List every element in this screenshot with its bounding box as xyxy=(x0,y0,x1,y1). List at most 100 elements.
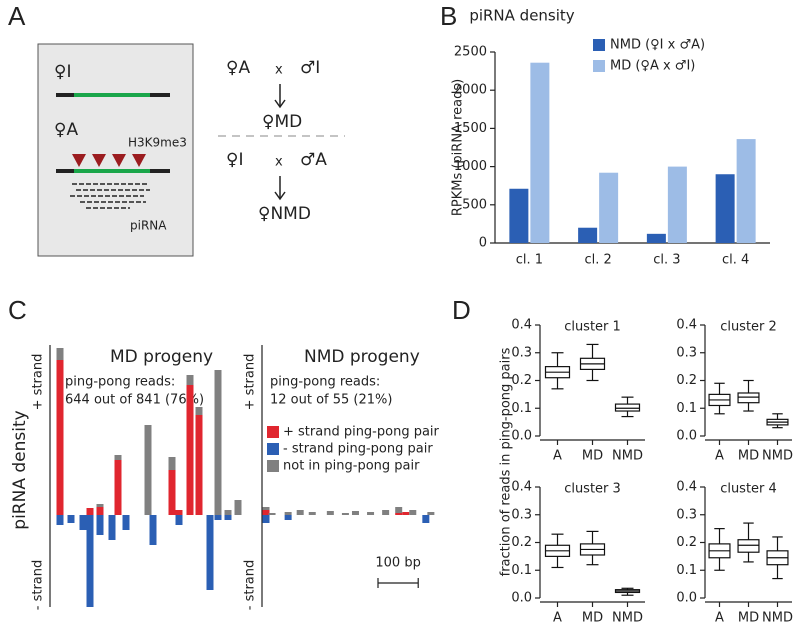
chart-title: NMD progeny xyxy=(304,347,420,367)
read-bar xyxy=(224,515,232,520)
pirna-reads xyxy=(70,183,150,209)
y-tick-label: 0.4 xyxy=(511,480,532,495)
y-tick-label: 0.4 xyxy=(676,480,697,495)
read-bar xyxy=(56,515,64,525)
read-bar xyxy=(195,415,203,515)
panel-label: C xyxy=(8,295,27,325)
y-tick-label: 0.0 xyxy=(511,591,532,606)
read-bar xyxy=(79,515,87,530)
x-tick-label: A xyxy=(715,449,724,464)
legend-label: MD (♀A x ♂I) xyxy=(610,59,695,74)
legend-swatch xyxy=(593,60,605,72)
read-bar xyxy=(144,425,152,515)
arrow-head xyxy=(274,191,286,201)
read-bar xyxy=(341,513,349,515)
read-bar xyxy=(351,511,359,515)
read-bar xyxy=(67,515,75,523)
read-bar xyxy=(114,460,122,515)
read-bar xyxy=(56,348,64,360)
read-bar xyxy=(395,513,403,515)
read-bar xyxy=(96,504,104,507)
panel-label: D xyxy=(452,295,471,325)
x-tick-label: cl. 2 xyxy=(584,253,611,268)
read-bar xyxy=(149,515,157,545)
bar xyxy=(667,166,687,243)
y-tick-label: 0.1 xyxy=(676,563,697,578)
read-bar xyxy=(395,507,403,513)
read-bar xyxy=(206,515,214,590)
x-tick-label: MD xyxy=(582,611,603,626)
read-bar xyxy=(114,455,122,460)
cross-female: ♀I xyxy=(226,150,243,170)
legend-label: - strand ping-pong pair xyxy=(283,442,433,457)
bar xyxy=(578,227,598,243)
x-tick-label: MD xyxy=(582,449,603,464)
bar xyxy=(646,233,666,243)
read-bar xyxy=(214,515,222,520)
chart-title: cluster 4 xyxy=(720,482,777,497)
read-bar xyxy=(262,507,270,510)
y-tick-label: 0.0 xyxy=(676,591,697,606)
mark-label: H3K9me3 xyxy=(128,136,187,150)
panel-a: ♀I ♀A H3K9me3 piRNA ♀A x ♂I ♀MD ♀I x ♂A … xyxy=(37,43,345,257)
y-tick-label: 0.1 xyxy=(511,563,532,578)
y-axis-label: RPKMs (piRNA reads) xyxy=(451,79,466,216)
cross-offspring: ♀MD xyxy=(262,112,302,132)
read-bar xyxy=(108,515,116,540)
read-bar xyxy=(284,512,292,515)
cross-male: ♂I xyxy=(300,58,320,78)
chart-title: piRNA density xyxy=(469,7,574,25)
read-bar xyxy=(168,457,176,470)
read-bar xyxy=(96,507,104,515)
read-bar xyxy=(168,470,176,515)
bar xyxy=(599,172,619,243)
x-tick-label: A xyxy=(715,611,724,626)
read-bar xyxy=(224,510,232,515)
read-bar xyxy=(262,515,270,523)
y-tick-label: 1500 xyxy=(454,121,487,136)
annotation: ping-pong reads: xyxy=(65,375,175,390)
legend-swatch xyxy=(267,460,279,472)
y-tick-label: 0.2 xyxy=(676,373,697,388)
read-bar xyxy=(422,515,430,523)
arrow-head xyxy=(274,99,286,109)
box xyxy=(614,403,641,412)
x-tick-label: NMD xyxy=(612,449,643,464)
read-bar xyxy=(214,370,222,515)
y-tick-label: 0.2 xyxy=(511,373,532,388)
x-tick-label: MD xyxy=(738,449,759,464)
panel-label: A xyxy=(8,1,26,31)
read-bar xyxy=(284,515,292,520)
y-tick-label: 0.2 xyxy=(511,535,532,550)
read-bar xyxy=(86,515,94,607)
cross-x: x xyxy=(275,155,283,170)
y-tick-label: 0.0 xyxy=(511,429,532,444)
y-tick-label: 2000 xyxy=(454,83,487,98)
y-tick-label: 0.3 xyxy=(676,345,697,360)
y-tick-label: 0.1 xyxy=(511,401,532,416)
x-tick-label: NMD xyxy=(612,611,643,626)
strand-label: - strand xyxy=(31,560,46,611)
y-tick-label: 1000 xyxy=(454,159,487,174)
chart-title: cluster 1 xyxy=(564,320,621,335)
x-tick-label: MD xyxy=(738,611,759,626)
read-bar xyxy=(186,375,194,385)
legend-swatch xyxy=(267,426,279,438)
read-bar xyxy=(86,508,94,515)
bar xyxy=(736,139,756,243)
x-tick-label: cl. 3 xyxy=(653,253,680,268)
read-bar xyxy=(296,510,304,515)
y-axis-label: piRNA density xyxy=(10,410,30,529)
chart-title: cluster 2 xyxy=(720,320,777,335)
bar xyxy=(715,174,735,243)
read-bar xyxy=(122,515,130,530)
read-bar xyxy=(234,500,242,515)
annotation: 644 out of 841 (76%) xyxy=(65,393,204,408)
locus-box xyxy=(37,43,194,257)
read-bar xyxy=(402,512,410,515)
x-tick-label: A xyxy=(553,449,562,464)
read-bar xyxy=(262,510,270,515)
h3k9me3-marks xyxy=(72,154,146,167)
strand-label: + strand xyxy=(243,354,258,411)
